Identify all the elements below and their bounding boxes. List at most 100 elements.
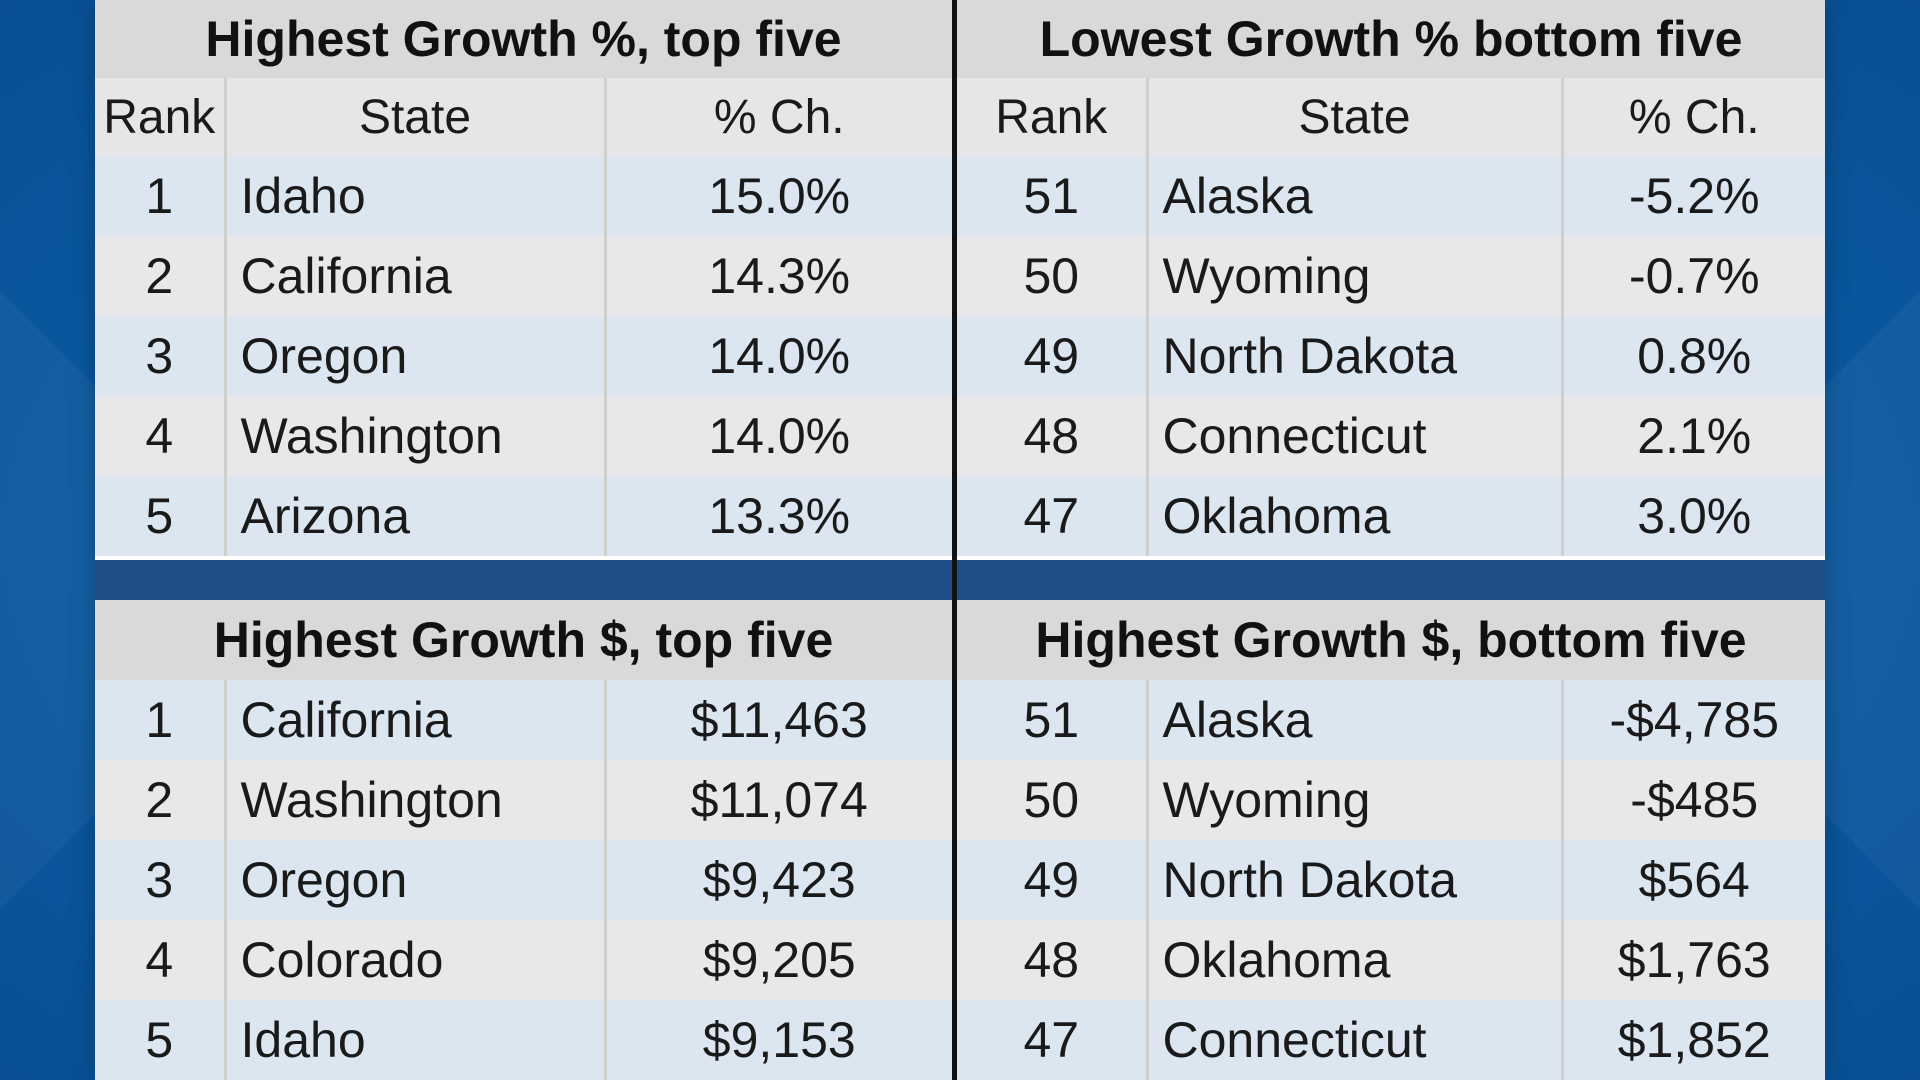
table-title: Highest Growth $, top five [95, 600, 953, 680]
column-header-state: State [225, 78, 607, 156]
highest-growth-dollar-bottom-table: Highest Growth $, bottom five 51 Alaska … [957, 600, 1825, 1080]
table-row: 5 Idaho $9,153 [95, 1000, 953, 1080]
table-row: 3 Oregon $9,423 [95, 840, 953, 920]
column-header-rank: Rank [957, 78, 1149, 156]
value-cell: 14.3% [605, 236, 952, 316]
state-cell: Alaska [1147, 156, 1564, 236]
rank-cell: 1 [95, 156, 227, 236]
table-row: 48 Oklahoma $1,763 [957, 920, 1825, 1000]
column-header-percent-change: % Ch. [605, 78, 952, 156]
column-header-row: Rank State % Ch. [957, 78, 1825, 156]
state-cell: California [225, 680, 607, 760]
rank-cell: 2 [95, 760, 227, 840]
rank-cell: 50 [957, 236, 1149, 316]
value-cell: 2.1% [1562, 396, 1825, 476]
rank-cell: 51 [957, 680, 1149, 760]
state-cell: Oklahoma [1147, 920, 1564, 1000]
lowest-growth-percent-table: Lowest Growth % bottom five Rank State %… [957, 0, 1825, 556]
table-row: 3 Oregon 14.0% [95, 316, 952, 396]
value-cell: -0.7% [1562, 236, 1825, 316]
state-cell: Wyoming [1147, 236, 1564, 316]
rank-cell: 5 [95, 1000, 227, 1080]
table-title: Lowest Growth % bottom five [957, 0, 1825, 78]
table-row: 49 North Dakota 0.8% [957, 316, 1825, 396]
state-cell: California [225, 236, 607, 316]
state-cell: Idaho [225, 1000, 607, 1080]
state-cell: Oregon [225, 840, 607, 920]
table-row: 51 Alaska -$4,785 [957, 680, 1825, 760]
value-cell: $9,205 [605, 920, 953, 1000]
state-cell: Alaska [1147, 680, 1564, 760]
table-row: 1 Idaho 15.0% [95, 156, 952, 236]
state-cell: Colorado [225, 920, 607, 1000]
section-separator-band [95, 560, 1825, 600]
value-cell: $1,852 [1562, 1000, 1825, 1080]
state-cell: Wyoming [1147, 760, 1564, 840]
table-row: 49 North Dakota $564 [957, 840, 1825, 920]
rank-cell: 49 [957, 316, 1149, 396]
rank-cell: 50 [957, 760, 1149, 840]
table-row: 2 California 14.3% [95, 236, 952, 316]
table-title-row: Lowest Growth % bottom five [957, 0, 1825, 78]
rank-cell: 3 [95, 840, 227, 920]
state-cell: Washington [225, 396, 607, 476]
rank-cell: 47 [957, 476, 1149, 556]
value-cell: $9,153 [605, 1000, 953, 1080]
value-cell: -$485 [1562, 760, 1825, 840]
table-row: 51 Alaska -5.2% [957, 156, 1825, 236]
state-cell: North Dakota [1147, 840, 1564, 920]
column-header-state: State [1147, 78, 1564, 156]
table-row: 1 California $11,463 [95, 680, 953, 760]
growth-tables-panel: Highest Growth %, top five Rank State % … [95, 0, 1825, 1080]
value-cell: -$4,785 [1562, 680, 1825, 760]
rank-cell: 4 [95, 920, 227, 1000]
dollar-growth-section: Highest Growth $, top five 1 California … [95, 600, 1825, 1080]
rank-cell: 49 [957, 840, 1149, 920]
state-cell: Idaho [225, 156, 607, 236]
table-row: 5 Arizona 13.3% [95, 476, 952, 556]
table-title-row: Highest Growth $, bottom five [957, 600, 1825, 680]
value-cell: 13.3% [605, 476, 952, 556]
value-cell: $1,763 [1562, 920, 1825, 1000]
center-divider [952, 0, 957, 1080]
state-cell: Washington [225, 760, 607, 840]
column-header-rank: Rank [95, 78, 227, 156]
state-cell: North Dakota [1147, 316, 1564, 396]
state-cell: Connecticut [1147, 396, 1564, 476]
value-cell: $9,423 [605, 840, 953, 920]
value-cell: $564 [1562, 840, 1825, 920]
table-row: 50 Wyoming -0.7% [957, 236, 1825, 316]
highest-growth-dollar-top-table: Highest Growth $, top five 1 California … [95, 600, 953, 1080]
table-row: 2 Washington $11,074 [95, 760, 953, 840]
column-header-percent-change: % Ch. [1562, 78, 1825, 156]
value-cell: $11,074 [605, 760, 953, 840]
value-cell: 14.0% [605, 396, 952, 476]
table-title-row: Highest Growth $, top five [95, 600, 953, 680]
value-cell: 0.8% [1562, 316, 1825, 396]
column-header-row: Rank State % Ch. [95, 78, 952, 156]
state-cell: Oregon [225, 316, 607, 396]
value-cell: 14.0% [605, 316, 952, 396]
percent-growth-section: Highest Growth %, top five Rank State % … [95, 0, 1825, 560]
state-cell: Oklahoma [1147, 476, 1564, 556]
table-title: Highest Growth $, bottom five [957, 600, 1825, 680]
value-cell: 15.0% [605, 156, 952, 236]
table-row: 4 Washington 14.0% [95, 396, 952, 476]
rank-cell: 2 [95, 236, 227, 316]
rank-cell: 48 [957, 920, 1149, 1000]
rank-cell: 51 [957, 156, 1149, 236]
table-row: 47 Connecticut $1,852 [957, 1000, 1825, 1080]
rank-cell: 3 [95, 316, 227, 396]
rank-cell: 5 [95, 476, 227, 556]
rank-cell: 48 [957, 396, 1149, 476]
rank-cell: 4 [95, 396, 227, 476]
rank-cell: 47 [957, 1000, 1149, 1080]
table-row: 47 Oklahoma 3.0% [957, 476, 1825, 556]
rank-cell: 1 [95, 680, 227, 760]
state-cell: Arizona [225, 476, 607, 556]
table-title-row: Highest Growth %, top five [95, 0, 952, 78]
value-cell: $11,463 [605, 680, 953, 760]
table-row: 50 Wyoming -$485 [957, 760, 1825, 840]
value-cell: -5.2% [1562, 156, 1825, 236]
state-cell: Connecticut [1147, 1000, 1564, 1080]
